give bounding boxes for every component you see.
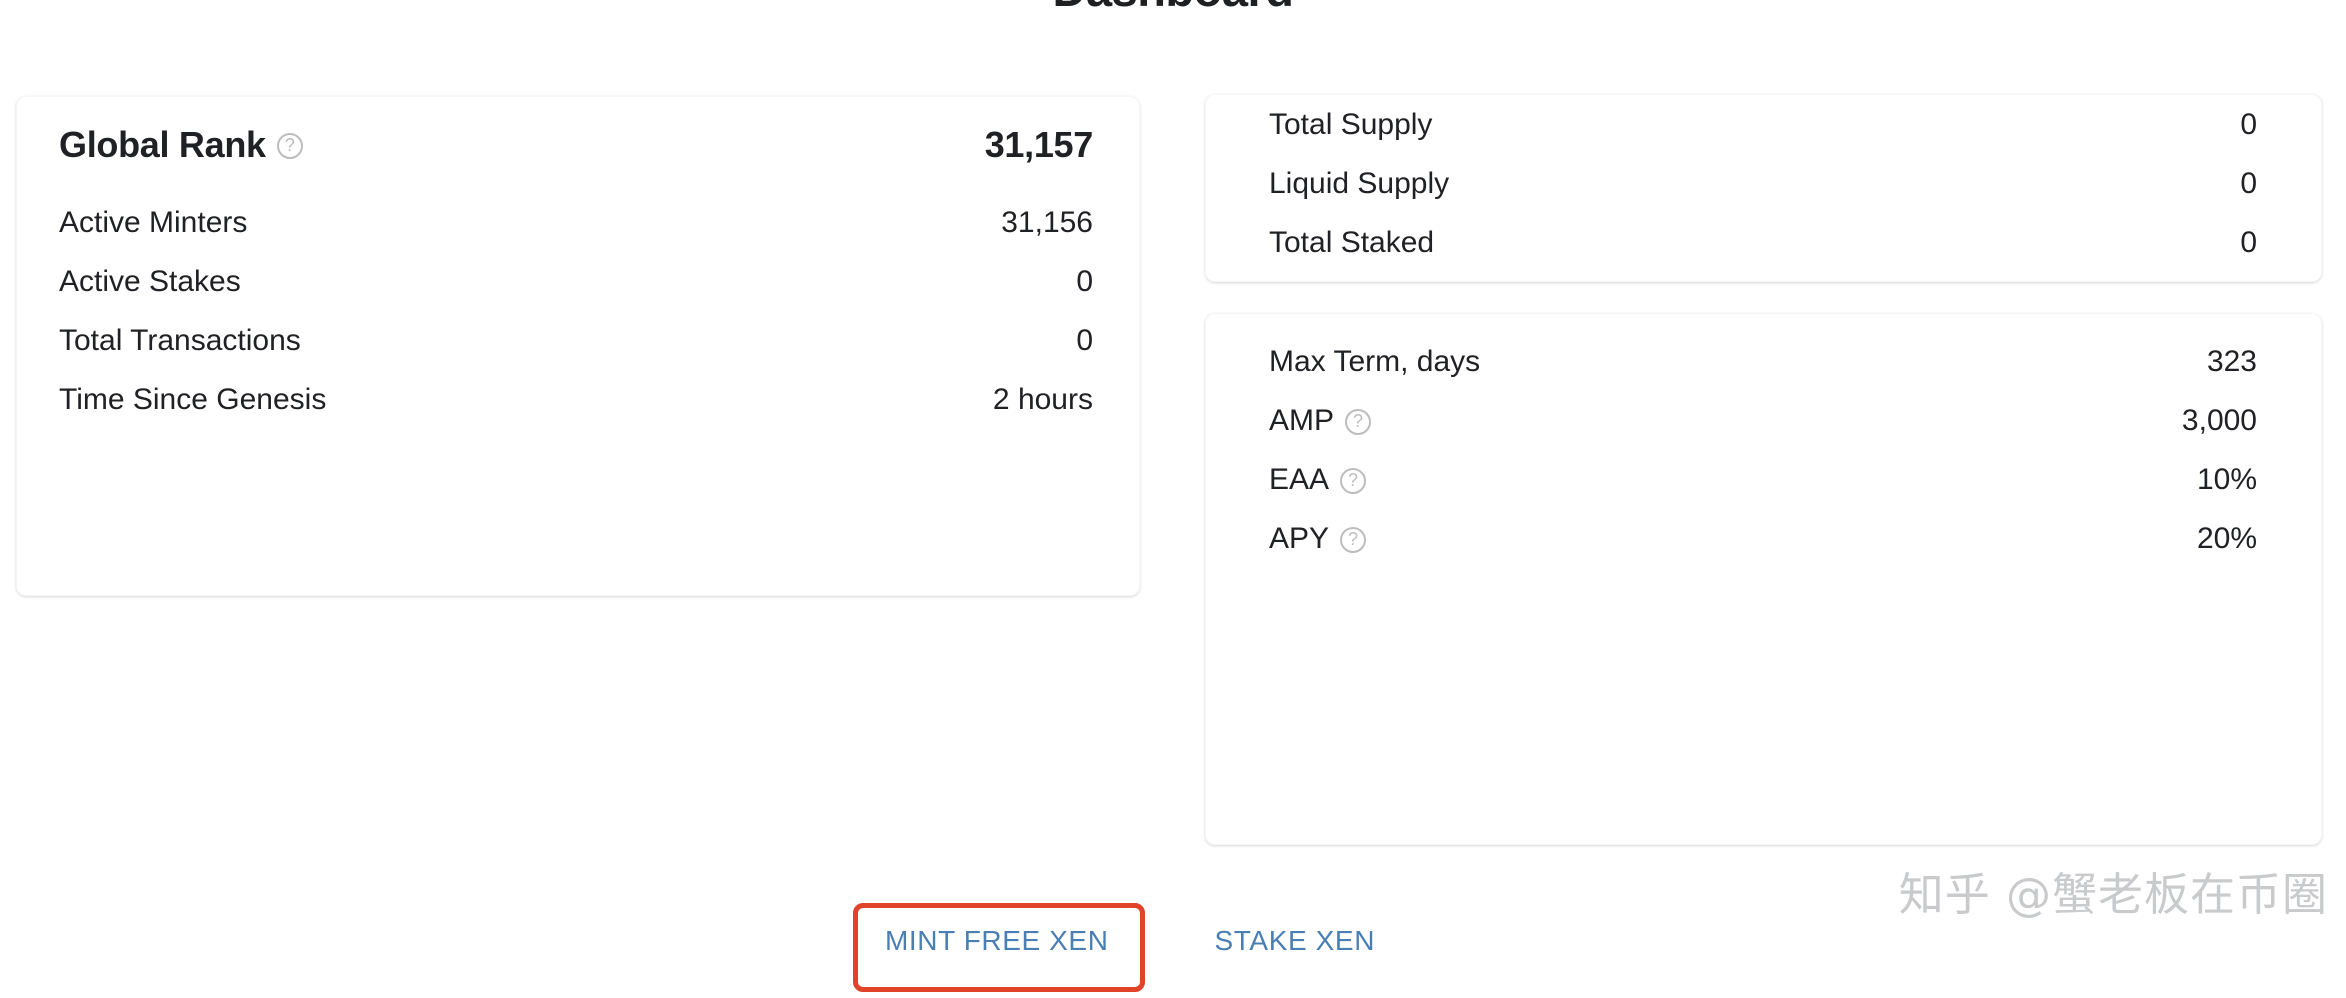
help-icon-glyph: ? (1348, 469, 1359, 490)
help-circle-icon[interactable]: ? (276, 133, 303, 159)
help-icon-glyph: ? (1348, 528, 1359, 549)
total-supply-value: 0 (2240, 107, 2257, 141)
max-term-label: Max Term, days (1269, 344, 1481, 378)
stake-xen-button[interactable]: STAKE XEN (1183, 903, 1407, 979)
apy-label: APY (1269, 521, 1330, 555)
help-circle-icon[interactable]: ? (1340, 467, 1367, 494)
table-row: EAA ? 10% (1206, 450, 2321, 509)
help-icon-glyph: ? (1353, 410, 1364, 431)
eaa-label: EAA (1269, 462, 1330, 496)
global-rank-label-group: Global Rank ? (59, 124, 303, 166)
active-minters-label: Active Minters (59, 205, 248, 239)
table-row: AMP ? 3,000 (1206, 391, 2321, 450)
table-row: Total Transactions 0 (17, 311, 1139, 370)
active-minters-value: 31,156 (1001, 205, 1093, 239)
table-row: Time Since Genesis 2 hours (17, 370, 1139, 429)
table-row: Total Staked 0 (1206, 213, 2321, 272)
amp-label-group: AMP ? (1269, 403, 1372, 438)
liquid-supply-value: 0 (2240, 166, 2257, 200)
apy-value: 20% (2196, 521, 2257, 555)
parameters-card: Max Term, days 323 AMP ? 3,000 EAA ? 10%… (1205, 313, 2322, 845)
total-staked-value: 0 (2240, 225, 2257, 259)
help-circle-icon[interactable]: ? (1345, 408, 1372, 435)
mint-free-xen-button[interactable]: MINT FREE XEN (853, 903, 1141, 979)
eaa-value: 10% (2196, 462, 2257, 496)
help-icon-glyph: ? (284, 135, 295, 155)
active-stakes-label: Active Stakes (59, 264, 241, 298)
total-transactions-label: Total Transactions (59, 323, 301, 357)
total-staked-label: Total Staked (1269, 225, 1435, 259)
total-supply-label: Total Supply (1269, 107, 1433, 141)
global-rank-header-row: Global Rank ? 31,157 (17, 97, 1139, 193)
total-transactions-value: 0 (1076, 323, 1093, 357)
table-row: Total Supply 0 (1206, 95, 2321, 154)
liquid-supply-label: Liquid Supply (1269, 166, 1450, 200)
help-circle-icon[interactable]: ? (1340, 526, 1367, 553)
table-row: Max Term, days 323 (1206, 332, 2321, 391)
time-since-genesis-label: Time Since Genesis (59, 382, 327, 416)
global-rank-label: Global Rank (59, 124, 266, 165)
eaa-label-group: EAA ? (1269, 462, 1367, 497)
watermark: 知乎 @蟹老板在币圈 (1898, 868, 2328, 921)
amp-value: 3,000 (2181, 403, 2257, 437)
table-row: Liquid Supply 0 (1206, 154, 2321, 213)
amp-label: AMP (1269, 403, 1335, 437)
supply-card: Total Supply 0 Liquid Supply 0 Total Sta… (1205, 94, 2322, 282)
global-rank-card: Global Rank ? 31,157 Active Minters 31,1… (16, 96, 1140, 596)
action-bar: MINT FREE XEN STAKE XEN (853, 903, 1407, 979)
table-row: Active Stakes 0 (17, 252, 1139, 311)
table-row: APY ? 20% (1206, 509, 2321, 568)
page-title: Dashboard (0, 0, 2346, 13)
global-rank-value: 31,157 (984, 124, 1094, 165)
time-since-genesis-value: 2 hours (992, 382, 1093, 416)
max-term-label-group: Max Term, days (1269, 345, 1480, 379)
active-stakes-value: 0 (1076, 264, 1093, 298)
table-row: Active Minters 31,156 (17, 193, 1139, 252)
apy-label-group: APY ? (1269, 521, 1367, 556)
max-term-value: 323 (2206, 344, 2257, 378)
